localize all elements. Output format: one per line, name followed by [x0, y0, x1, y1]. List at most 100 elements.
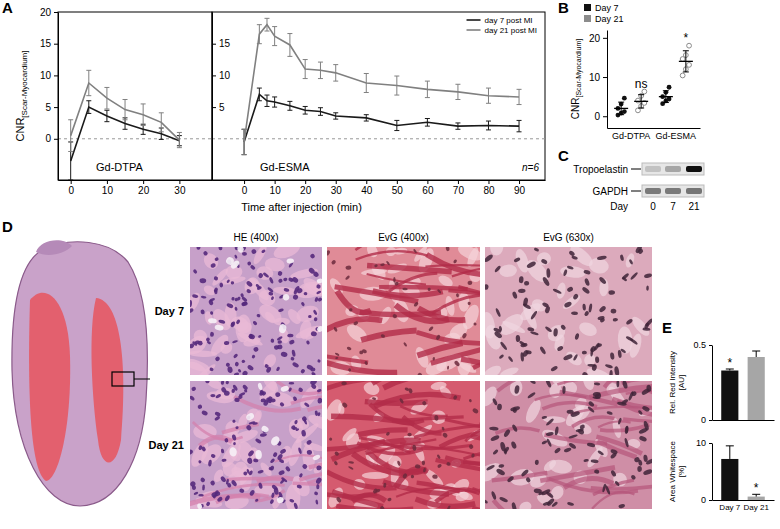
tissue-texture [606, 411, 613, 416]
tick-label: 0 [68, 185, 74, 196]
tissue-texture [268, 467, 273, 471]
tissue-texture [219, 282, 224, 287]
tissue-texture [190, 395, 195, 401]
tissue-texture [362, 381, 381, 397]
tissue-texture [317, 359, 321, 363]
tissue-texture [511, 424, 518, 433]
tissue-texture [447, 366, 450, 370]
tick-mark [107, 180, 108, 184]
tissue-texture [234, 297, 238, 301]
micrograph [485, 247, 652, 375]
error-bar [425, 81, 430, 97]
tissue-texture [473, 322, 477, 326]
plot-area [212, 18, 545, 154]
tissue-texture [492, 398, 498, 406]
tissue-texture [402, 288, 408, 291]
tissue-texture [510, 405, 521, 412]
lane-label: 7 [670, 201, 676, 212]
tick: 10 [270, 180, 282, 196]
tick: Gd-DTPA [612, 131, 650, 141]
tissue-texture [255, 450, 262, 460]
axis-line [712, 346, 713, 421]
error-bar [68, 120, 73, 152]
axis: Gd-DTPAGd-ESMA [608, 129, 701, 142]
subplot-title: Gd-ESMA [260, 161, 310, 173]
axis [713, 420, 775, 421]
error-bar [455, 84, 460, 99]
tick-mark [603, 38, 607, 39]
tick: 20 [300, 180, 312, 196]
tissue-texture [294, 285, 301, 292]
tissue-texture [498, 326, 502, 332]
tick-label: 40 [361, 185, 373, 196]
tissue-texture [272, 247, 303, 261]
tissue-texture [252, 320, 258, 326]
tissue-texture [334, 451, 340, 457]
data-point [622, 109, 627, 114]
tissue-texture [557, 381, 619, 384]
tissue-texture [256, 301, 285, 327]
tick: 10 [212, 70, 231, 81]
tissue-texture [445, 247, 449, 251]
tissue-texture [458, 292, 469, 312]
tissue-texture [510, 441, 517, 450]
tissue-texture [622, 381, 629, 389]
tissue-texture [523, 397, 544, 425]
tissue-texture [499, 365, 520, 375]
tissue-texture [584, 310, 590, 317]
tissue-texture [546, 268, 550, 278]
tissue-texture [610, 448, 618, 455]
legend-label: Day 7 [595, 3, 619, 13]
tissue-texture [293, 502, 298, 509]
line-chart: 010203040506070809051015Gd-ESMAn=6day 7 … [212, 12, 546, 196]
bar-chart: *00.5 [693, 340, 774, 425]
atrium [36, 240, 72, 255]
error-bar [141, 104, 146, 126]
tick-mark [212, 75, 216, 76]
tissue-texture [546, 431, 555, 436]
tick-mark [603, 116, 607, 117]
heart-section [12, 240, 150, 506]
tissue-texture [316, 484, 319, 489]
tick: 5 [212, 102, 225, 113]
tick-label: 90 [514, 185, 526, 196]
tick-mark [709, 345, 712, 346]
tissue-texture [598, 305, 606, 313]
tissue-texture [193, 491, 198, 495]
tissue-texture [235, 319, 240, 325]
tick-label: 10 [589, 72, 601, 83]
axis: Day 7Day 21 [713, 501, 775, 512]
tissue-texture [610, 469, 617, 477]
tissue-texture [629, 314, 652, 338]
tissue-texture [314, 317, 318, 322]
tissue-texture [210, 332, 214, 337]
tissue-texture [261, 390, 267, 396]
tissue-texture [291, 349, 296, 356]
heart-outline [12, 242, 148, 506]
tissue-texture [203, 250, 209, 256]
tissue-texture [220, 386, 227, 393]
histology: HE (400x)EvG (400x)EvG (630x)Day 7Day 21 [12, 229, 732, 526]
bar [748, 497, 765, 500]
tissue-texture [485, 323, 504, 352]
legend-item: day 21 post MI [467, 26, 537, 35]
tissue-texture [413, 301, 419, 307]
tissue-texture [545, 322, 569, 345]
tissue-texture [624, 438, 629, 448]
tissue-texture [645, 318, 652, 328]
band [665, 166, 681, 172]
tissue-texture [190, 308, 194, 314]
tissue-texture [314, 491, 319, 496]
tick-mark [305, 180, 306, 184]
tissue-texture [581, 381, 596, 391]
tick-mark [709, 420, 712, 421]
tissue-texture [589, 345, 597, 353]
error-bar [272, 27, 277, 46]
error-bar [486, 121, 491, 130]
tissue-texture [518, 289, 526, 294]
tissue-texture [453, 259, 458, 264]
tissue-texture [628, 259, 633, 265]
tissue-texture [331, 416, 414, 423]
tick: 50 [392, 180, 404, 196]
tissue-texture [327, 356, 368, 363]
